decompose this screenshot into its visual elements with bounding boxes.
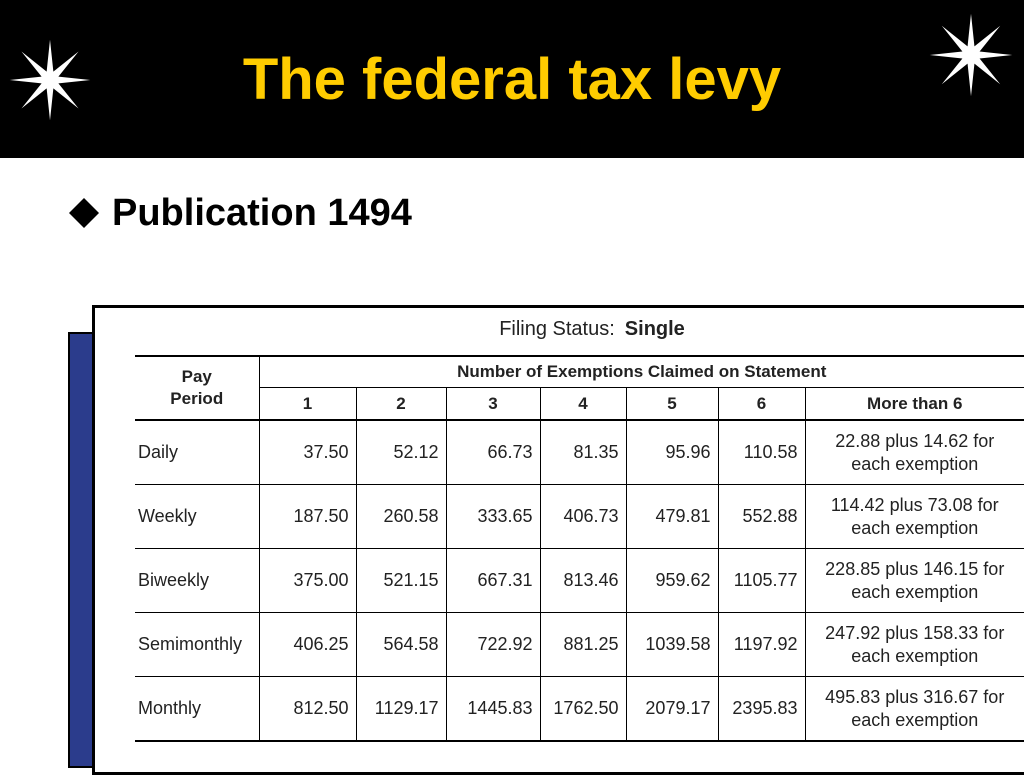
pay-period-cell: Monthly (135, 676, 260, 742)
pay-period-header: Pay Period (135, 356, 260, 421)
column-header: 3 (446, 387, 541, 421)
diamond-bullet-icon (66, 195, 102, 231)
table-cell: 1039.58 (626, 612, 719, 677)
filing-status: Filing Status: Single (92, 318, 1024, 341)
column-header: 4 (540, 387, 627, 421)
pay-period-cell: Semimonthly (135, 612, 260, 677)
table-cell: 521.15 (356, 548, 447, 613)
table-cell: 37.50 (259, 420, 357, 485)
pay-period-cell: Weekly (135, 484, 260, 549)
exemptions-header: Number of Exemptions Claimed on Statemen… (259, 356, 1024, 388)
table-cell: 812.50 (259, 676, 357, 742)
column-header: More than 6 (805, 387, 1024, 421)
table-cell: 552.88 (718, 484, 806, 549)
table-cell: 881.25 (540, 612, 627, 677)
table-cell: 1762.50 (540, 676, 627, 742)
bullet-text: Publication 1494 (112, 191, 412, 234)
table-cell: 375.00 (259, 548, 357, 613)
slide-title: The federal tax levy (242, 47, 782, 112)
filing-status-value: Single (624, 318, 685, 340)
levy-exemption-table: Pay Period Number of Exemptions Claimed … (135, 355, 1024, 742)
table-cell: 2079.17 (626, 676, 719, 742)
table-cell: 722.92 (446, 612, 541, 677)
table-row: Daily 37.50 52.12 66.73 81.35 95.96 110.… (135, 420, 1024, 485)
table-cell: 1197.92 (718, 612, 806, 677)
table-cell: 81.35 (540, 420, 627, 485)
table-cell: 2395.83 (718, 676, 806, 742)
more-than-six-cell: 22.88 plus 14.62 for each exemption (805, 420, 1024, 485)
table-row: Semimonthly 406.25 564.58 722.92 881.25 … (135, 612, 1024, 677)
pay-period-cell: Biweekly (135, 548, 260, 613)
table-cell: 110.58 (718, 420, 806, 485)
table-cell: 260.58 (356, 484, 447, 549)
table-cell: 333.65 (446, 484, 541, 549)
table-cell: 66.73 (446, 420, 541, 485)
more-than-six-cell: 247.92 plus 158.33 for each exemption (805, 612, 1024, 677)
table-cell: 187.50 (259, 484, 357, 549)
table-row: Monthly 812.50 1129.17 1445.83 1762.50 2… (135, 676, 1024, 742)
table-row: Weekly 187.50 260.58 333.65 406.73 479.8… (135, 484, 1024, 549)
column-header: 5 (626, 387, 719, 421)
table-cell: 959.62 (626, 548, 719, 613)
table-cell: 1105.77 (718, 548, 806, 613)
table-cell: 564.58 (356, 612, 447, 677)
filing-status-label: Filing Status: (499, 318, 615, 340)
table-cell: 1445.83 (446, 676, 541, 742)
table-row: Biweekly 375.00 521.15 667.31 813.46 959… (135, 548, 1024, 613)
table-cell: 667.31 (446, 548, 541, 613)
title-banner: The federal tax levy (0, 0, 1024, 158)
column-header: 1 (259, 387, 357, 421)
sparkle-star-icon (9, 39, 91, 121)
table-cell: 1129.17 (356, 676, 447, 742)
more-than-six-cell: 114.42 plus 73.08 for each exemption (805, 484, 1024, 549)
column-header: 2 (356, 387, 447, 421)
table-cell: 95.96 (626, 420, 719, 485)
table-cell: 813.46 (540, 548, 627, 613)
table-cell: 52.12 (356, 420, 447, 485)
pay-period-cell: Daily (135, 420, 260, 485)
bullet-item: Publication 1494 (66, 188, 412, 238)
column-header: 6 (718, 387, 806, 421)
table-cell: 406.25 (259, 612, 357, 677)
table-cell: 479.81 (626, 484, 719, 549)
more-than-six-cell: 228.85 plus 146.15 for each exemption (805, 548, 1024, 613)
sparkle-star-icon (929, 13, 1013, 97)
more-than-six-cell: 495.83 plus 316.67 for each exemption (805, 676, 1024, 742)
table-cell: 406.73 (540, 484, 627, 549)
